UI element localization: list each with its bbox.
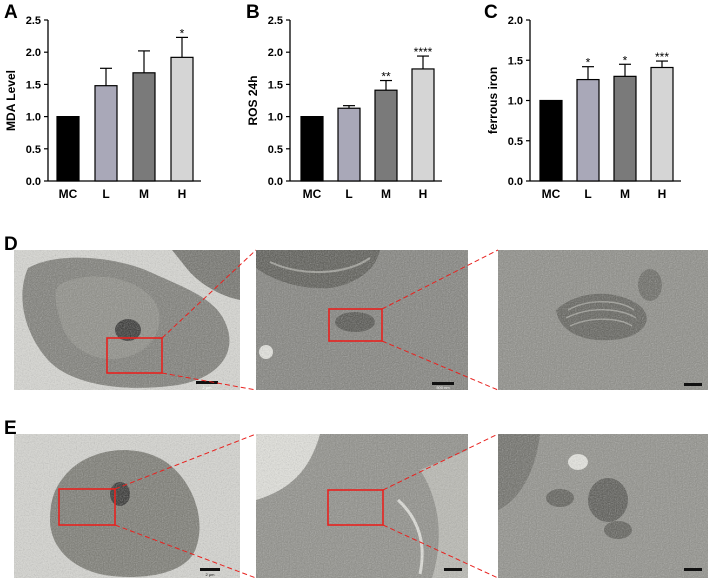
panel-label-c: C bbox=[484, 2, 498, 23]
bar-c-l bbox=[576, 78, 600, 182]
category-label-a-h: H bbox=[178, 187, 187, 201]
zoom-box-d-2 bbox=[328, 308, 383, 342]
y-tick-label-b: 1.5 bbox=[268, 79, 283, 91]
significance-c-m: * bbox=[623, 53, 628, 67]
y-axis-label-a: MDA Level bbox=[4, 70, 18, 131]
bar-c-m bbox=[613, 75, 637, 182]
bar-a-l bbox=[94, 85, 118, 182]
y-tick-label-b: 0.5 bbox=[268, 144, 283, 156]
bar-b-mc bbox=[300, 115, 324, 182]
significance-b-m: ** bbox=[381, 70, 391, 84]
y-tick-label-a: 0.0 bbox=[26, 176, 41, 188]
zoom-box-e-2 bbox=[327, 489, 384, 526]
y-tick-label-b: 0.0 bbox=[268, 176, 283, 188]
significance-b-h: **** bbox=[414, 45, 433, 59]
bar-b-m bbox=[374, 89, 398, 182]
scale-label-d-1: 2 μm bbox=[203, 385, 213, 390]
category-label-b-m: M bbox=[381, 187, 391, 201]
zoom-box-e-1 bbox=[58, 488, 116, 526]
y-tick-label-b: 2.5 bbox=[268, 15, 283, 27]
micrograph-d-mid: 500 nm bbox=[256, 250, 468, 390]
panel-label-b: B bbox=[246, 2, 260, 23]
y-tick-label-b: 2.0 bbox=[268, 47, 283, 59]
zoom-box-d-1 bbox=[106, 337, 163, 374]
y-tick-label-a: 0.5 bbox=[26, 144, 41, 156]
micrograph-e-detail bbox=[498, 434, 708, 578]
micrograph-d-detail bbox=[498, 250, 708, 390]
bar-b-h bbox=[411, 68, 435, 182]
scale-label-d-2: 500 nm bbox=[436, 385, 450, 390]
chart-ros-24h: 0.0 0.5 1.0 1.5 2.0 2.5 ROS 24h MC L ** M **** H bbox=[246, 15, 442, 201]
category-label-c-h: H bbox=[658, 187, 667, 201]
panel-label-a: A bbox=[4, 2, 18, 23]
scale-bar-d-2 bbox=[432, 382, 454, 385]
scale-bar-e-3 bbox=[684, 568, 702, 571]
zoom-connectors bbox=[114, 249, 499, 579]
significance-a-h: * bbox=[180, 26, 185, 40]
category-label-b-mc: MC bbox=[303, 187, 322, 201]
y-axis-label-c: ferrous iron bbox=[486, 67, 500, 134]
micrograph-e-mid bbox=[256, 434, 468, 578]
category-label-b-h: H bbox=[419, 187, 428, 201]
bar-a-h bbox=[170, 56, 194, 182]
category-label-a-mc: MC bbox=[59, 187, 78, 201]
micrograph-e-overview: 2 μm bbox=[14, 434, 240, 578]
y-tick-label-b: 1.0 bbox=[268, 112, 283, 124]
y-tick-label-a: 1.5 bbox=[26, 79, 41, 91]
scale-label-e-1: 2 μm bbox=[206, 572, 216, 577]
y-tick-label-c: 0.5 bbox=[508, 136, 523, 148]
scale-bar-e-1 bbox=[200, 568, 220, 571]
bar-a-mc bbox=[56, 115, 80, 182]
bar-c-h bbox=[650, 66, 674, 182]
y-tick-label-a: 1.0 bbox=[26, 112, 41, 124]
category-label-a-m: M bbox=[139, 187, 149, 201]
category-label-c-l: L bbox=[584, 187, 591, 201]
significance-c-h: *** bbox=[655, 50, 669, 64]
y-tick-label-c: 0.0 bbox=[508, 176, 523, 188]
micrograph-d-overview: 2 μm bbox=[14, 250, 240, 390]
scale-bar-e-2 bbox=[444, 568, 462, 571]
y-axis-label-b: ROS 24h bbox=[246, 75, 260, 125]
category-label-c-m: M bbox=[620, 187, 630, 201]
y-tick-label-c: 2.0 bbox=[508, 15, 523, 27]
y-tick-label-a: 2.0 bbox=[26, 47, 41, 59]
y-tick-label-c: 1.0 bbox=[508, 96, 523, 108]
panel-label-e: E bbox=[4, 418, 17, 439]
chart-mda-level: 0.0 0.5 1.0 1.5 2.0 2.5 MDA Level MC L M * H bbox=[4, 15, 201, 201]
chart-ferrous-iron: 0.0 0.5 1.0 1.5 2.0 ferrous iron MC * L * M *** H bbox=[486, 15, 681, 201]
scale-bar-d-3 bbox=[684, 383, 702, 386]
bar-c-mc bbox=[539, 99, 563, 182]
category-label-c-mc: MC bbox=[542, 187, 561, 201]
bar-b-l bbox=[337, 107, 361, 182]
y-tick-label-a: 2.5 bbox=[26, 15, 41, 27]
category-label-a-l: L bbox=[102, 187, 109, 201]
scale-bar-d-1 bbox=[196, 381, 218, 384]
category-label-b-l: L bbox=[345, 187, 352, 201]
significance-c-l: * bbox=[586, 56, 591, 70]
bar-a-m bbox=[132, 72, 156, 182]
panel-label-d: D bbox=[4, 234, 18, 255]
y-tick-label-c: 1.5 bbox=[508, 55, 523, 67]
